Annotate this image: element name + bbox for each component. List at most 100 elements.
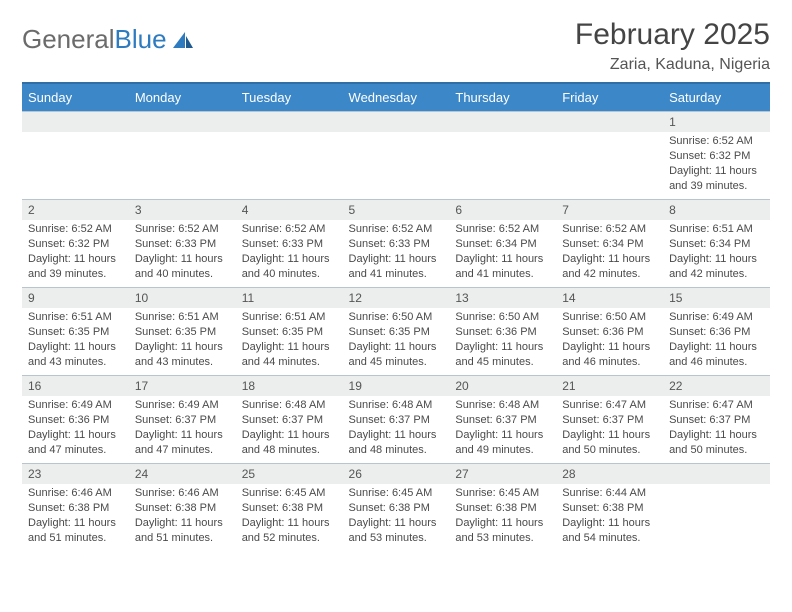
day-number: 19	[343, 376, 450, 396]
day-content: Sunrise: 6:51 AMSunset: 6:35 PMDaylight:…	[236, 308, 343, 373]
day-number: 13	[449, 288, 556, 308]
sunrise-text: Sunrise: 6:47 AM	[669, 398, 764, 413]
calendar-day-cell: 14Sunrise: 6:50 AMSunset: 6:36 PMDayligh…	[556, 288, 663, 376]
daylight-text: Daylight: 11 hours and 40 minutes.	[135, 252, 230, 282]
calendar-day-cell: 16Sunrise: 6:49 AMSunset: 6:36 PMDayligh…	[22, 376, 129, 464]
calendar-week-row: 9Sunrise: 6:51 AMSunset: 6:35 PMDaylight…	[22, 288, 770, 376]
day-number	[449, 112, 556, 132]
sunset-text: Sunset: 6:38 PM	[28, 501, 123, 516]
day-content: Sunrise: 6:49 AMSunset: 6:36 PMDaylight:…	[663, 308, 770, 373]
weekday-header: Friday	[556, 83, 663, 112]
calendar-week-row: 16Sunrise: 6:49 AMSunset: 6:36 PMDayligh…	[22, 376, 770, 464]
calendar-day-cell: 12 Sunrise: 6:50 AMSunset: 6:35 PMDayligh…	[343, 288, 450, 376]
weekday-header: Wednesday	[343, 83, 450, 112]
day-number: 23	[22, 464, 129, 484]
daylight-text: Daylight: 11 hours and 39 minutes.	[28, 252, 123, 282]
sunrise-text: Sunrise: 6:51 AM	[242, 310, 337, 325]
calendar-day-cell: 4Sunrise: 6:52 AMSunset: 6:33 PMDaylight…	[236, 200, 343, 288]
daylight-text: Daylight: 11 hours and 43 minutes.	[28, 340, 123, 370]
day-content: Sunrise: 6:45 AMSunset: 6:38 PMDaylight:…	[343, 484, 450, 549]
weekday-header: Tuesday	[236, 83, 343, 112]
calendar-day-cell: 24Sunrise: 6:46 AMSunset: 6:38 PMDayligh…	[129, 464, 236, 552]
sunset-text: Sunset: 6:33 PM	[349, 237, 444, 252]
sunset-text: Sunset: 6:35 PM	[28, 325, 123, 340]
sunrise-text: Sunrise: 6:50 AM	[455, 310, 550, 325]
sunset-text: Sunset: 6:36 PM	[669, 325, 764, 340]
calendar-day-cell: 25Sunrise: 6:45 AMSunset: 6:38 PMDayligh…	[236, 464, 343, 552]
calendar-day-cell: 19Sunrise: 6:48 AMSunset: 6:37 PMDayligh…	[343, 376, 450, 464]
day-content	[343, 132, 450, 138]
sunrise-text: Sunrise: 6:52 AM	[669, 134, 764, 149]
day-number: 27	[449, 464, 556, 484]
calendar-week-row: 23Sunrise: 6:46 AMSunset: 6:38 PMDayligh…	[22, 464, 770, 552]
day-number: 26	[343, 464, 450, 484]
calendar-day-cell	[343, 112, 450, 200]
day-number: 6	[449, 200, 556, 220]
day-number	[663, 464, 770, 484]
sunrise-text: Sunrise: 6:52 AM	[562, 222, 657, 237]
sunrise-text: Sunrise: 6:49 AM	[669, 310, 764, 325]
sunrise-text: Sunrise: 6:47 AM	[562, 398, 657, 413]
calendar-day-cell	[449, 112, 556, 200]
sunset-text: Sunset: 6:35 PM	[349, 325, 444, 340]
calendar-week-row: 1Sunrise: 6:52 AMSunset: 6:32 PMDaylight…	[22, 112, 770, 200]
sunset-text: Sunset: 6:35 PM	[242, 325, 337, 340]
day-content: Sunrise: 6:49 AMSunset: 6:36 PMDaylight:…	[22, 396, 129, 461]
sunrise-text: Sunrise: 6:45 AM	[349, 486, 444, 501]
day-content: Sunrise: 6:51 AMSunset: 6:35 PMDaylight:…	[22, 308, 129, 373]
sunset-text: Sunset: 6:35 PM	[135, 325, 230, 340]
calendar-day-cell	[663, 464, 770, 552]
daylight-text: Daylight: 11 hours and 42 minutes.	[669, 252, 764, 282]
day-number: 16	[22, 376, 129, 396]
daylight-text: Daylight: 11 hours and 44 minutes.	[242, 340, 337, 370]
logo-sail-icon	[171, 30, 195, 50]
day-content: Sunrise: 6:51 AMSunset: 6:35 PMDaylight:…	[129, 308, 236, 373]
weekday-header: Saturday	[663, 83, 770, 112]
day-number: 5	[343, 200, 450, 220]
day-content: Sunrise: 6:45 AMSunset: 6:38 PMDaylight:…	[449, 484, 556, 549]
calendar-day-cell	[556, 112, 663, 200]
day-number: 17	[129, 376, 236, 396]
day-number: 7	[556, 200, 663, 220]
sunrise-text: Sunrise: 6:51 AM	[28, 310, 123, 325]
day-number: 2	[22, 200, 129, 220]
daylight-text: Daylight: 11 hours and 43 minutes.	[135, 340, 230, 370]
day-number: 4	[236, 200, 343, 220]
day-content: Sunrise: 6:52 AMSunset: 6:32 PMDaylight:…	[22, 220, 129, 285]
sunrise-text: Sunrise: 6:45 AM	[242, 486, 337, 501]
sunset-text: Sunset: 6:33 PM	[135, 237, 230, 252]
daylight-text: Daylight: 11 hours and 51 minutes.	[28, 516, 123, 546]
sunset-text: Sunset: 6:37 PM	[455, 413, 550, 428]
calendar-day-cell: 21Sunrise: 6:47 AMSunset: 6:37 PMDayligh…	[556, 376, 663, 464]
location-text: Zaria, Kaduna, Nigeria	[575, 56, 770, 74]
day-number: 1	[663, 112, 770, 132]
day-number: 20	[449, 376, 556, 396]
day-content: Sunrise: 6:48 AMSunset: 6:37 PMDaylight:…	[449, 396, 556, 461]
calendar-day-cell: 22Sunrise: 6:47 AMSunset: 6:37 PMDayligh…	[663, 376, 770, 464]
weekday-header: Sunday	[22, 83, 129, 112]
day-content: Sunrise: 6:52 AMSunset: 6:33 PMDaylight:…	[129, 220, 236, 285]
day-number: 9	[22, 288, 129, 308]
day-content: Sunrise: 6:52 AMSunset: 6:33 PMDaylight:…	[236, 220, 343, 285]
calendar-day-cell	[22, 112, 129, 200]
calendar-day-cell	[236, 112, 343, 200]
calendar-day-cell: 11Sunrise: 6:51 AMSunset: 6:35 PMDayligh…	[236, 288, 343, 376]
calendar-day-cell: 18Sunrise: 6:48 AMSunset: 6:37 PMDayligh…	[236, 376, 343, 464]
sunrise-text: Sunrise: 6:50 AM	[349, 310, 444, 325]
daylight-text: Daylight: 11 hours and 45 minutes.	[349, 340, 444, 370]
sunrise-text: Sunrise: 6:52 AM	[28, 222, 123, 237]
sunrise-text: Sunrise: 6:49 AM	[28, 398, 123, 413]
daylight-text: Daylight: 11 hours and 46 minutes.	[562, 340, 657, 370]
day-number: 11	[236, 288, 343, 308]
day-number	[236, 112, 343, 132]
day-content: Sunrise: 6:47 AMSunset: 6:37 PMDaylight:…	[556, 396, 663, 461]
sunset-text: Sunset: 6:37 PM	[242, 413, 337, 428]
sunset-text: Sunset: 6:36 PM	[562, 325, 657, 340]
sunset-text: Sunset: 6:36 PM	[28, 413, 123, 428]
day-content	[556, 132, 663, 138]
sunset-text: Sunset: 6:34 PM	[562, 237, 657, 252]
day-number: 12	[343, 288, 450, 308]
day-content	[663, 484, 770, 490]
sunset-text: Sunset: 6:34 PM	[455, 237, 550, 252]
sunset-text: Sunset: 6:37 PM	[562, 413, 657, 428]
